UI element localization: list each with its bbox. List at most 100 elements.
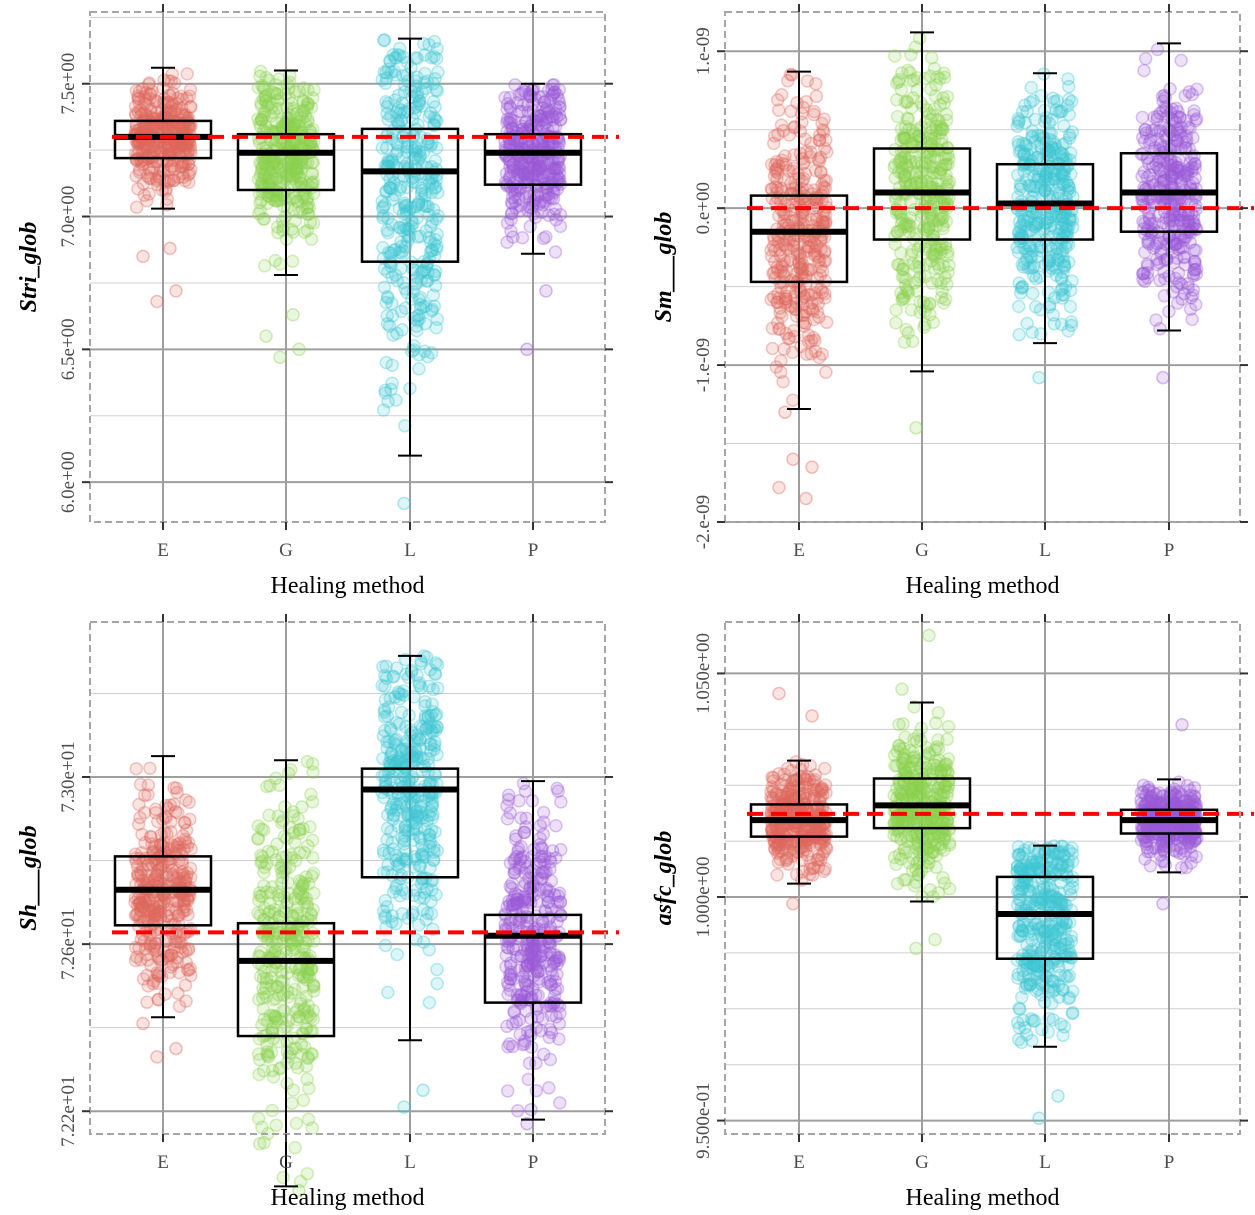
data-point-E (817, 173, 831, 188)
data-point-P (510, 993, 525, 1008)
data-point-L (415, 847, 430, 861)
data-point-E (164, 99, 179, 114)
data-point-E (181, 907, 195, 922)
data-point-P (1155, 176, 1170, 190)
data-point-G (271, 809, 285, 824)
data-point-G (266, 992, 281, 1007)
data-point-G (291, 968, 306, 983)
data-point-L (415, 85, 430, 100)
data-point-L (386, 48, 401, 62)
data-point-L (375, 141, 390, 155)
y-tick-label: -2.e-09 (693, 495, 714, 549)
data-point-P (1188, 263, 1202, 277)
data-point-P (529, 163, 544, 177)
data-point-E (152, 908, 167, 922)
data-point-E (147, 143, 162, 158)
data-point-G (288, 190, 303, 205)
data-point-L (1017, 256, 1032, 270)
data-point-E (765, 823, 779, 838)
data-point-E (181, 168, 196, 182)
data-point-L (378, 76, 393, 91)
data-point-G (270, 93, 285, 108)
data-point-P (1171, 105, 1185, 119)
x-tick-label: E (157, 540, 169, 561)
data-point-E (142, 118, 156, 133)
data-point-G (252, 1067, 266, 1082)
data-point-L (385, 270, 399, 285)
data-point-E (806, 778, 821, 792)
data-point-G (927, 102, 942, 116)
data-point-E (137, 153, 151, 167)
data-point-E (163, 162, 177, 177)
data-point-G (281, 766, 296, 781)
data-point-G (257, 1135, 271, 1150)
outlier-point-E (136, 1016, 150, 1031)
data-point-P (1156, 152, 1170, 166)
data-point-G (937, 66, 951, 81)
data-point-P (551, 784, 565, 798)
data-point-E (781, 74, 795, 88)
data-point-G (300, 1166, 315, 1181)
data-point-E (142, 76, 157, 90)
data-point-P (500, 115, 514, 130)
data-point-G (253, 945, 268, 959)
data-point-E (180, 67, 194, 81)
data-point-P (1183, 121, 1197, 136)
minor-gridlines (90, 16, 605, 417)
data-point-L (380, 309, 394, 323)
data-point-G (288, 1041, 303, 1055)
y-tick-label: 0.e+00 (693, 182, 714, 234)
outlier-point-G (259, 329, 273, 343)
data-point-E (167, 76, 182, 90)
data-point-L (385, 835, 400, 850)
data-point-G (917, 320, 931, 335)
data-point-E (786, 393, 800, 407)
data-point-L (389, 393, 403, 407)
data-point-P (536, 1047, 551, 1062)
data-point-L (1051, 253, 1065, 267)
data-point-P (507, 862, 522, 877)
data-point-G (259, 976, 274, 990)
data-point-G (264, 1045, 279, 1059)
data-point-P (507, 1004, 521, 1019)
data-point-L (430, 681, 445, 695)
outlier-point-E (778, 405, 792, 419)
data-point-E (156, 896, 171, 910)
data-point-G (257, 82, 271, 97)
data-point-L (1050, 93, 1064, 108)
data-point-E (140, 193, 154, 208)
data-point-L (428, 768, 443, 782)
data-point-E (131, 182, 145, 196)
data-point-E (818, 778, 833, 792)
data-point-L (387, 64, 402, 79)
x-tick-label: P (1164, 540, 1175, 561)
data-point-G (925, 276, 939, 290)
data-point-G (897, 291, 912, 306)
data-point-P (1150, 132, 1165, 147)
data-point-E (132, 165, 147, 179)
data-point-E (132, 91, 146, 106)
data-point-E (183, 143, 198, 157)
data-point-E (812, 350, 827, 365)
data-point-E (817, 141, 832, 156)
data-point-E (794, 212, 808, 226)
data-point-P (1136, 272, 1150, 287)
data-point-E (139, 92, 153, 107)
data-point-P (1169, 160, 1183, 175)
data-point-P (533, 90, 547, 104)
data-point-G (251, 207, 266, 221)
data-point-L (422, 827, 436, 842)
data-point-G (940, 89, 955, 104)
data-point-P (1168, 271, 1183, 286)
data-point-G (301, 207, 315, 221)
outlier-point-E (169, 284, 183, 298)
data-point-G (291, 812, 305, 826)
data-point-E (140, 995, 154, 1009)
data-point-L (377, 790, 391, 805)
data-point-P (511, 1103, 525, 1118)
data-point-G (251, 1111, 266, 1126)
data-point-L (424, 708, 438, 723)
data-point-L (1025, 154, 1039, 169)
data-point-L (395, 883, 409, 897)
